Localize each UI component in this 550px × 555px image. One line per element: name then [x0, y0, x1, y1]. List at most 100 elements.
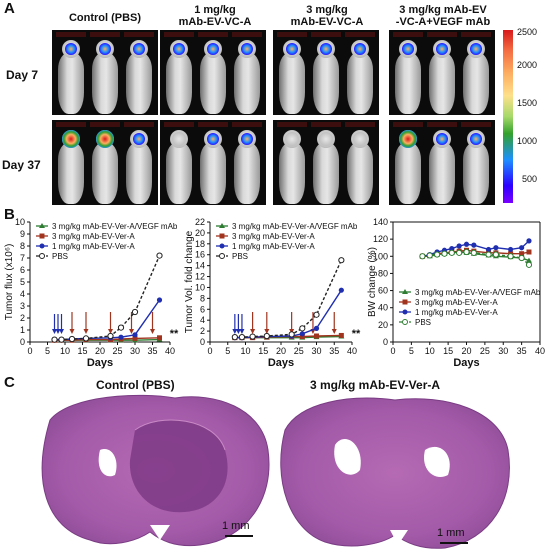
data-point: [493, 245, 499, 251]
data-point: [448, 249, 455, 256]
legend-marker: [219, 243, 225, 249]
mouse-body: [313, 142, 339, 204]
data-point: [314, 333, 319, 339]
mouse-body: [92, 142, 118, 204]
image-label-strip: [124, 32, 154, 37]
data-point: [470, 249, 477, 256]
legend-label: PBS: [232, 252, 248, 261]
image-label-strip: [461, 32, 491, 37]
y-tick-label: 4: [200, 315, 205, 325]
image-label-strip: [311, 32, 341, 37]
data-point: [157, 335, 162, 341]
y-tick-label: 10: [195, 282, 205, 292]
bioluminescence-signal: [402, 43, 414, 55]
bioluminescence-signal: [436, 43, 448, 55]
treatment-arrow-head: [250, 329, 256, 334]
legend-label: 3 mg/kg mAb-EV-Ver-A/VEGF mAb: [415, 288, 541, 297]
data-point: [507, 253, 514, 260]
data-point: [107, 332, 114, 340]
histology-title-treated: 3 mg/kg mAb-EV-Ver-A: [310, 378, 441, 392]
legend-label: 1 mg/kg mAb-EV-Ver-A: [415, 308, 498, 317]
data-point: [299, 325, 306, 332]
treatment-arrow-head: [239, 329, 245, 334]
data-point: [338, 287, 344, 293]
data-point: [526, 238, 532, 244]
mouse-body: [463, 52, 489, 114]
image-label-strip: [277, 32, 307, 37]
bioluminescence-signal: [133, 133, 145, 145]
treatment-arrow-head: [69, 329, 75, 334]
y-tick-label: 7: [20, 253, 25, 263]
image-label-strip: [345, 32, 375, 37]
image-label-strip: [232, 32, 262, 37]
x-tick-label: 10: [425, 346, 435, 356]
mouse-body: [395, 142, 421, 204]
image-label-strip: [56, 32, 86, 37]
x-tick-label: 10: [240, 346, 250, 356]
image-label-strip: [311, 122, 341, 127]
data-point: [118, 334, 124, 340]
data-point: [338, 257, 345, 264]
y-tick-label: 0: [20, 337, 25, 347]
x-tick-label: 15: [258, 346, 268, 356]
data-point: [426, 252, 433, 259]
data-point: [299, 334, 305, 340]
data-point: [471, 242, 477, 248]
x-tick-label: 40: [347, 346, 357, 356]
image-label-strip: [198, 32, 228, 37]
data-point: [313, 325, 320, 331]
treatment-arrow-head: [52, 329, 57, 334]
data-point: [156, 297, 163, 303]
bioluminescence-signal: [320, 43, 332, 55]
bioluminescence-image: [52, 120, 158, 205]
bioluminescence-signal: [286, 43, 298, 55]
mouse-body: [347, 142, 373, 204]
bioluminescence-image: [52, 30, 158, 115]
x-tick-label: 0: [27, 346, 32, 356]
bioluminescence-signal: [470, 43, 482, 55]
legend-label: 3 mg/kg mAb-EV-Ver-A: [52, 232, 135, 241]
image-label-strip: [198, 122, 228, 127]
y-tick-label: 100: [373, 251, 388, 261]
x-tick-label: 25: [294, 346, 304, 356]
legend-label: 3 mg/kg mAb-EV-Ver-A: [415, 298, 498, 307]
legend-marker: [219, 223, 225, 228]
panel-label-a: A: [4, 0, 15, 17]
legend-marker: [219, 233, 225, 239]
image-label-strip: [393, 122, 423, 127]
data-point: [485, 251, 492, 258]
x-tick-label: 20: [95, 346, 105, 356]
data-point: [51, 336, 58, 343]
y-tick-label: 40: [378, 303, 388, 313]
bioluminescence-image: [389, 30, 495, 115]
treatment-arrow-head: [331, 329, 337, 334]
data-point: [508, 246, 514, 253]
col-header-1mg: 1 mg/kg mAb-EV-VC-A: [178, 4, 252, 28]
colorbar-tick: 500: [522, 174, 538, 184]
image-label-strip: [56, 122, 86, 127]
colorbar-tick: 2500: [517, 27, 538, 37]
y-tick-label: 5: [20, 277, 25, 287]
y-tick-label: 4: [20, 289, 25, 299]
legend-marker: [402, 289, 408, 294]
treatment-arrow-head: [83, 329, 89, 334]
image-label-strip: [124, 122, 154, 127]
data-point: [441, 250, 448, 257]
treatment-arrow-head: [108, 329, 113, 334]
legend-marker: [402, 309, 408, 315]
y-tick-label: 20: [195, 228, 205, 238]
colorbar-tick: 1500: [517, 98, 538, 108]
scale-label-control: 1 mm: [222, 520, 250, 532]
mouse-body: [279, 142, 305, 204]
y-tick-label: 18: [195, 239, 205, 249]
data-point: [525, 257, 532, 263]
bioluminescence-signal: [172, 132, 186, 146]
legend-marker: [39, 233, 45, 239]
y-tick-label: 16: [195, 250, 205, 260]
treatment-arrow-head: [235, 329, 241, 334]
y-tick-label: 20: [378, 320, 388, 330]
data-point: [463, 241, 470, 247]
x-tick-label: 35: [517, 346, 527, 356]
bioluminescence-image: [273, 120, 379, 205]
